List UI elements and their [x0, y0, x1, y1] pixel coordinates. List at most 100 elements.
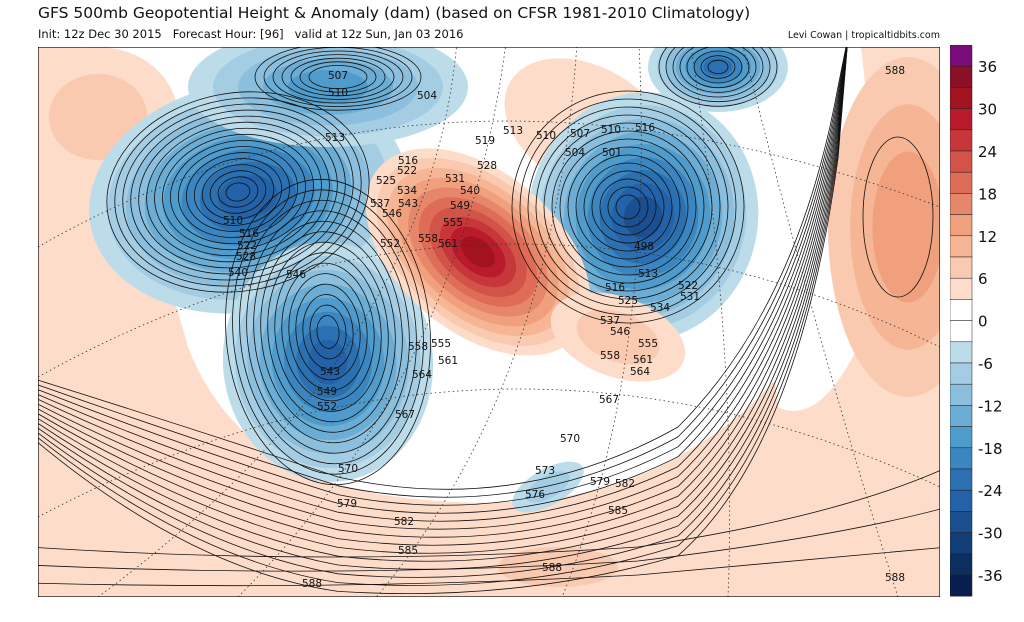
colorbar-tick-label: 0	[978, 313, 988, 331]
height-contour	[672, 47, 764, 98]
height-contour	[225, 182, 251, 202]
lat-lon-grid	[38, 47, 940, 597]
height-contour	[316, 315, 340, 349]
colorbar-bin	[950, 193, 973, 215]
height-contour	[38, 47, 848, 522]
colorbar-bin	[950, 150, 973, 173]
contour-label: 531	[445, 173, 465, 185]
contour-label: 513	[325, 132, 345, 144]
height-contours	[38, 47, 940, 595]
contour-label: 561	[438, 238, 458, 250]
height-contour	[130, 109, 346, 275]
contour-label: 537	[600, 315, 620, 327]
height-contour	[679, 47, 757, 93]
height-contour	[527, 106, 729, 308]
height-contour	[302, 294, 354, 370]
height-contour	[299, 61, 377, 93]
height-contour	[232, 189, 424, 475]
contour-label: 576	[525, 489, 545, 501]
height-contour	[559, 138, 697, 276]
colorbar-bin	[950, 65, 973, 88]
height-contour	[309, 304, 347, 360]
colorbar-tick-label: -18	[978, 440, 1003, 458]
height-contour	[267, 241, 389, 423]
colorbar: 36 30 24 18 12 6 0 -6 -12 -18 -24 -30 -36	[950, 45, 1003, 597]
colorbar-tick-label: 24	[978, 143, 997, 161]
colorbar-tick-label: 6	[978, 270, 988, 288]
height-contour	[274, 252, 382, 412]
colorbar-bin	[950, 299, 973, 321]
contour-label: 582	[615, 478, 635, 490]
anomaly-region	[461, 236, 495, 268]
contour-label: 555	[638, 338, 658, 350]
grid-line	[742, 47, 899, 597]
height-contour	[288, 273, 368, 391]
contour-label: 558	[600, 350, 620, 362]
contour-label: 510	[328, 87, 348, 99]
height-contour	[254, 47, 422, 111]
contour-label: 519	[475, 135, 495, 147]
colorbar-bin	[950, 45, 973, 67]
contour-label: 567	[599, 394, 619, 406]
colorbar-bin	[950, 489, 973, 512]
height-contour	[38, 47, 848, 530]
contour-label: 588	[302, 578, 322, 590]
height-contour	[239, 199, 417, 465]
colorbar-bin	[950, 87, 973, 109]
colorbar-tick-label: -24	[978, 482, 1003, 500]
contour-label: 516	[635, 122, 655, 134]
height-contour	[38, 47, 847, 506]
contour-label: 561	[438, 355, 458, 367]
contour-label: 531	[680, 291, 700, 303]
height-contour	[591, 170, 665, 244]
contour-label: 528	[477, 160, 497, 172]
contour-label: 546	[286, 269, 306, 281]
contour-label: 522	[237, 240, 257, 252]
height-contour	[246, 210, 410, 454]
height-contour	[575, 154, 681, 260]
height-contour	[281, 262, 375, 402]
contour-label: 510	[223, 215, 243, 227]
contour-label: 585	[398, 545, 418, 557]
height-contour	[686, 47, 750, 89]
anomaly-region	[525, 471, 571, 503]
contour-label: 582	[394, 516, 414, 528]
contour-label: 507	[328, 70, 348, 82]
grid-line	[38, 243, 940, 378]
colorbar-bin	[950, 468, 973, 491]
height-contour	[38, 47, 847, 498]
height-contour	[38, 47, 848, 595]
height-contour	[38, 47, 847, 514]
contour-label: 561	[633, 354, 653, 366]
height-contour	[38, 47, 848, 578]
contour-label: 504	[565, 147, 585, 159]
contour-label: 507	[570, 128, 590, 140]
colorbar-bin	[950, 320, 973, 343]
height-contour	[38, 547, 940, 587]
colorbar-bin	[950, 426, 973, 449]
height-contour	[38, 47, 848, 546]
anomaly-shading	[38, 47, 940, 597]
contour-label: 555	[431, 338, 451, 350]
contour-label: 588	[885, 572, 905, 584]
colorbar-bin	[950, 171, 973, 194]
anomaly-region	[576, 309, 660, 365]
contour-label: 525	[376, 175, 396, 187]
height-contour	[209, 170, 267, 214]
height-contour	[260, 231, 396, 433]
height-contour	[700, 55, 736, 79]
height-contour	[290, 57, 386, 97]
init-time: Init: 12z Dec 30 2015	[38, 27, 162, 41]
credit: Levi Cowan | tropicaltidbits.com	[787, 30, 940, 41]
grid-line	[237, 47, 506, 597]
height-contour	[535, 114, 721, 300]
forecast-info: Init: 12z Dec 30 2015 Forecast Hour: [96…	[38, 27, 463, 41]
colorbar-bin	[950, 553, 973, 576]
contour-label: 564	[630, 366, 650, 378]
height-contour	[295, 283, 361, 381]
contour-label: 579	[337, 498, 357, 510]
contour-label: 546	[610, 326, 630, 338]
forecast-hour: Forecast Hour: [96]	[172, 27, 284, 41]
colorbar-tick-label: 18	[978, 185, 997, 203]
colorbar-bin	[950, 511, 973, 533]
